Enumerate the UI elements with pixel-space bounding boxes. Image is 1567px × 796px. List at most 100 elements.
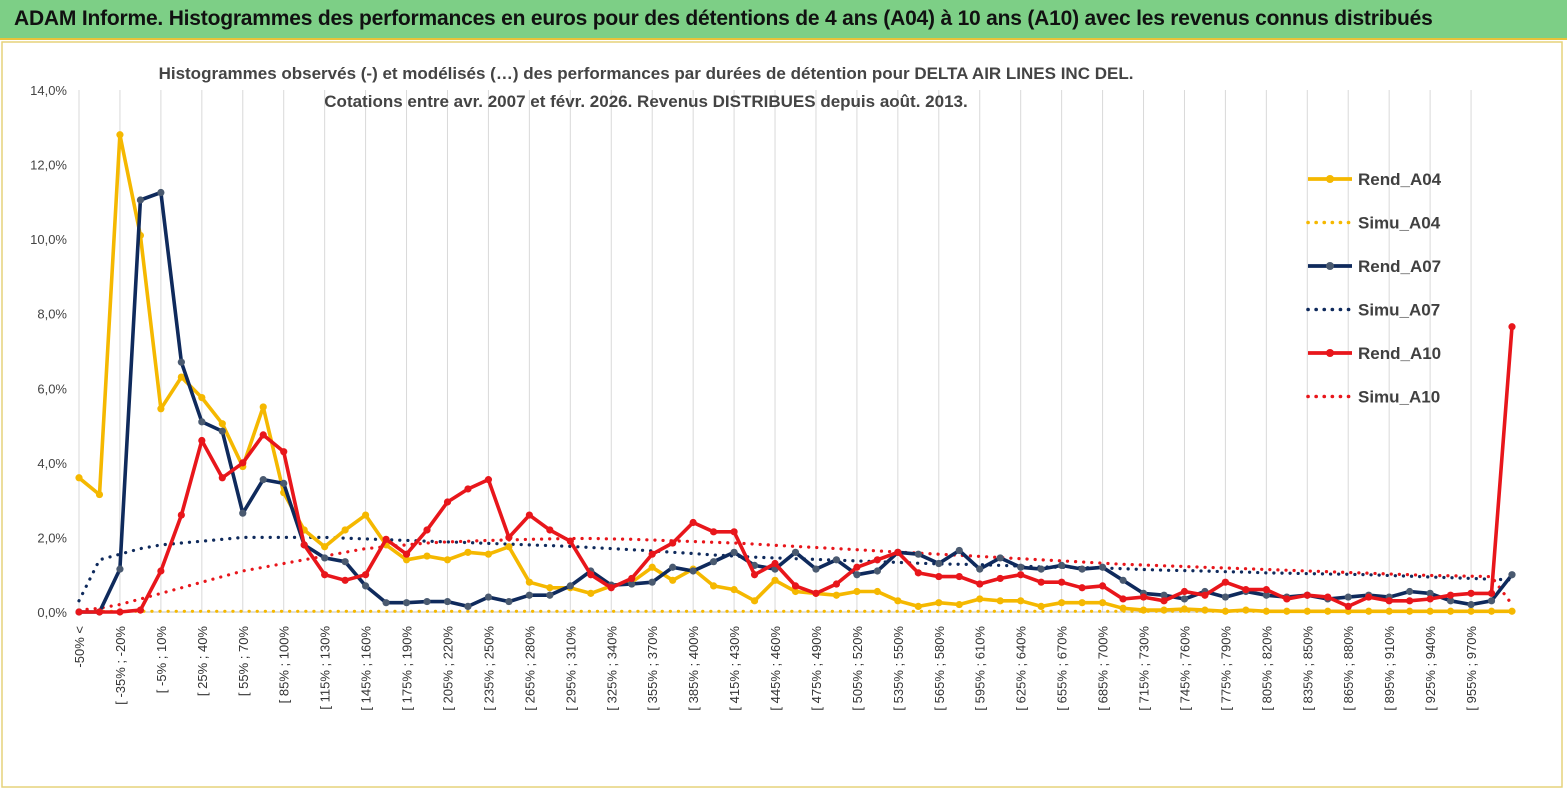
data-point-rend-a04: [894, 597, 902, 605]
data-point-rend-a10: [239, 459, 247, 467]
data-point-rend-a10: [1508, 323, 1516, 331]
data-point-rend-a07: [280, 479, 288, 487]
y-tick-label: 14,0%: [30, 83, 67, 98]
data-point-rend-a07: [464, 602, 472, 611]
data-point-rend-a07: [812, 565, 820, 573]
data-point-rend-a10: [423, 526, 431, 534]
data-point-rend-a10: [853, 563, 861, 571]
data-point-rend-a10: [280, 448, 288, 456]
data-point-rend-a10: [771, 559, 779, 568]
data-point-rend-a07: [914, 550, 922, 558]
data-point-rend-a10: [116, 608, 124, 616]
x-tick-label: [ 925% ; 940%: [1423, 626, 1438, 711]
data-point-rend-a04: [1303, 607, 1311, 615]
data-point-rend-a10: [607, 584, 615, 592]
data-point-rend-a10: [1303, 591, 1311, 599]
data-point-rend-a10: [321, 571, 329, 579]
data-point-rend-a10: [628, 574, 636, 583]
x-tick-label: [ 505% ; 520%: [850, 626, 865, 711]
data-point-rend-a10: [1446, 591, 1455, 599]
data-point-rend-a07: [669, 563, 677, 571]
y-tick-label: 2,0%: [37, 530, 67, 545]
legend-marker-rend-a07: [1326, 262, 1334, 270]
data-point-rend-a07: [546, 591, 554, 599]
y-tick-label: 0,0%: [37, 605, 67, 620]
chart-title: Histogrammes observés (-) et modélisés (…: [159, 64, 1134, 83]
x-tick-label: [ 415% ; 430%: [727, 626, 742, 711]
x-tick-label: [ 85% ; 100%: [277, 626, 292, 704]
data-point-rend-a07: [853, 571, 861, 579]
chart-subtitle: Cotations entre avr. 2007 et févr. 2026.…: [324, 92, 967, 111]
chart-frame: [1, 41, 1563, 788]
data-point-rend-a04: [443, 556, 452, 564]
x-tick-label: [ 235% ; 250%: [481, 626, 496, 711]
data-point-rend-a10: [1160, 597, 1168, 605]
data-point-rend-a04: [177, 373, 185, 381]
x-tick-label: [ 955% ; 970%: [1464, 626, 1479, 711]
data-point-rend-a07: [239, 509, 247, 517]
data-point-rend-a10: [1098, 582, 1107, 590]
y-tick-label: 6,0%: [37, 381, 67, 396]
legend-label-simu-a04: Simu_A04: [1358, 214, 1441, 233]
x-tick-label: [ 805% ; 820%: [1259, 626, 1274, 711]
data-point-rend-a04: [710, 582, 718, 590]
data-point-rend-a07: [1058, 561, 1066, 569]
data-point-rend-a07: [443, 597, 452, 606]
data-point-rend-a04: [464, 548, 472, 556]
data-point-rend-a10: [1487, 589, 1496, 597]
axes: 0,0% 2,0% 4,0% 6,0% 8,0% 10,0% 12,0% 14,0% -50% …: [30, 83, 1512, 711]
data-point-rend-a04: [1487, 607, 1496, 615]
x-tick-label: [ 565% ; 580%: [932, 626, 947, 711]
y-tick-label: 8,0%: [37, 307, 67, 322]
data-point-rend-a07: [341, 558, 349, 566]
data-point-rend-a07: [648, 578, 656, 586]
data-point-rend-a10: [382, 535, 390, 543]
data-point-rend-a04: [1385, 607, 1393, 615]
report-title: ADAM Informe. Histogrammes des performan…: [14, 7, 1433, 30]
data-point-rend-a07: [1426, 589, 1434, 597]
data-point-rend-a07: [1344, 593, 1352, 601]
data-point-rend-a04: [771, 576, 779, 584]
data-point-rend-a04: [341, 526, 349, 534]
data-point-rend-a04: [546, 584, 554, 592]
data-point-rend-a04: [525, 578, 533, 586]
data-point-rend-a04: [1119, 604, 1127, 612]
data-point-rend-a07: [730, 548, 738, 556]
data-point-rend-a10: [300, 541, 308, 549]
data-point-rend-a10: [259, 431, 267, 439]
data-point-rend-a07: [525, 591, 533, 599]
data-point-rend-a07: [136, 196, 145, 204]
chart-container: 0,0% 2,0% 4,0% 6,0% 8,0% 10,0% 12,0% 14,0% -50% …: [0, 40, 1567, 791]
data-point-rend-a10: [955, 572, 963, 581]
data-point-rend-a07: [873, 567, 881, 575]
data-point-rend-a04: [75, 474, 83, 482]
legend-label-rend-a07: Rend_A07: [1358, 257, 1441, 276]
data-point-rend-a04: [484, 550, 493, 558]
data-point-rend-a07: [157, 188, 165, 197]
data-point-rend-a04: [648, 563, 656, 571]
data-point-rend-a10: [484, 476, 493, 484]
data-point-rend-a07: [116, 565, 124, 573]
data-point-rend-a10: [689, 518, 697, 527]
data-point-rend-a04: [976, 595, 984, 603]
data-point-rend-a07: [1119, 576, 1127, 584]
data-point-rend-a10: [546, 526, 554, 534]
data-point-rend-a04: [1180, 605, 1189, 613]
data-point-rend-a07: [566, 582, 574, 590]
data-point-rend-a10: [1324, 593, 1332, 601]
x-tick-label: [ 895% ; 910%: [1382, 626, 1397, 711]
data-point-rend-a10: [402, 550, 411, 558]
data-point-rend-a10: [873, 556, 881, 564]
data-point-rend-a04: [1508, 607, 1516, 615]
x-tick-label: [ 145% ; 160%: [359, 626, 374, 711]
data-point-rend-a07: [259, 476, 267, 484]
data-point-rend-a07: [791, 548, 800, 556]
data-point-rend-a10: [1221, 578, 1229, 586]
data-point-rend-a10: [1406, 597, 1414, 605]
legend-label-simu-a10: Simu_A10: [1358, 388, 1440, 407]
data-point-rend-a10: [791, 582, 800, 590]
data-point-rend-a04: [1324, 607, 1332, 615]
data-point-rend-a10: [1385, 597, 1393, 605]
data-point-rend-a10: [1037, 578, 1045, 586]
data-point-rend-a10: [566, 537, 574, 545]
